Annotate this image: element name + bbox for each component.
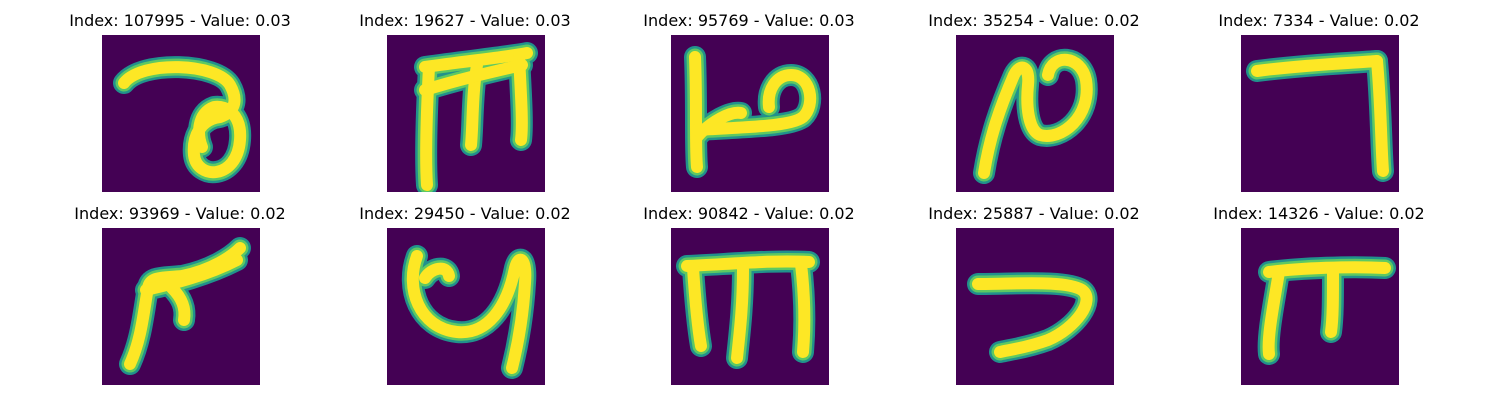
glyph-image-5 [1241, 35, 1399, 192]
panel-title: Index: 29450 - Value: 0.02 [315, 204, 615, 224]
panel-title: Index: 25887 - Value: 0.02 [884, 204, 1184, 224]
m-like-glyph [387, 35, 545, 192]
looped-stroke-glyph [102, 35, 260, 192]
panel-title: Index: 14326 - Value: 0.02 [1169, 204, 1469, 224]
panel-title: Index: 107995 - Value: 0.03 [30, 11, 330, 31]
m-like-glyph-2 [671, 228, 829, 385]
glyph-image-8 [671, 228, 829, 385]
glyph-image-9 [956, 228, 1114, 385]
angle-glyph [1241, 35, 1399, 192]
u-like-glyph [387, 228, 545, 385]
panel-title: Index: 19627 - Value: 0.03 [315, 11, 615, 31]
glyph-image-3 [671, 35, 829, 192]
pi-like-glyph [1241, 228, 1399, 385]
glyph-image-4 [956, 35, 1114, 192]
hook-glyph [671, 35, 829, 192]
glyph-image-7 [387, 228, 545, 385]
panel-title: Index: 90842 - Value: 0.02 [599, 204, 899, 224]
glyph-image-2 [387, 35, 545, 192]
panel-title: Index: 93969 - Value: 0.02 [30, 204, 330, 224]
panel-title: Index: 35254 - Value: 0.02 [884, 11, 1184, 31]
panel-title: Index: 95769 - Value: 0.03 [599, 11, 899, 31]
n-like-glyph [956, 35, 1114, 192]
panel-title: Index: 7334 - Value: 0.02 [1169, 11, 1469, 31]
glyph-image-10 [1241, 228, 1399, 385]
glyph-image-1 [102, 35, 260, 192]
forked-glyph [102, 228, 260, 385]
glyph-image-6 [102, 228, 260, 385]
reverse-c-glyph [956, 228, 1114, 385]
